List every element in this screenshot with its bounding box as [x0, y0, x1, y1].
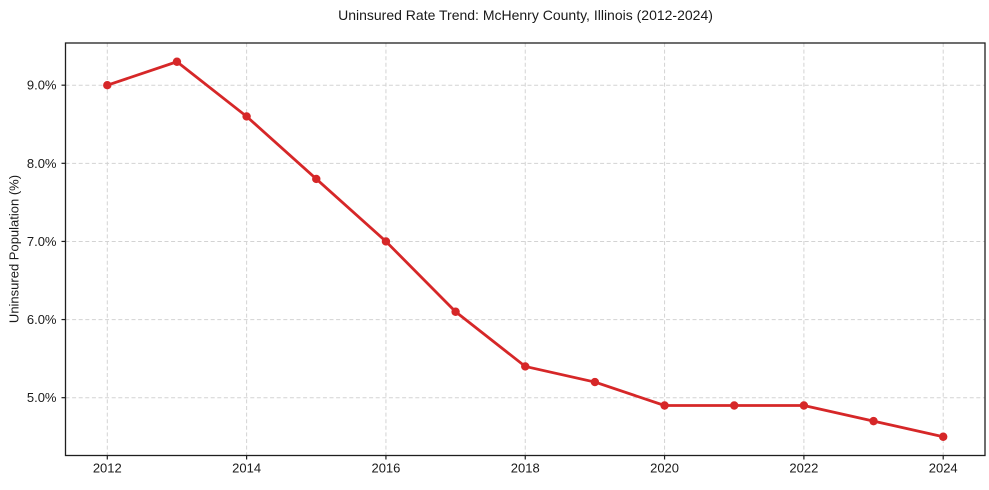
data-point [312, 174, 321, 184]
x-tick-label: 2018 [511, 461, 540, 476]
y-tick-label: 7.0% [27, 234, 57, 249]
data-point [660, 401, 669, 410]
data-point [451, 307, 460, 316]
data-point [730, 401, 739, 410]
data-point [381, 237, 391, 246]
x-tick-label: 2022 [789, 461, 818, 476]
y-tick-label: 8.0% [27, 156, 57, 171]
x-tick-label: 2020 [650, 461, 679, 476]
chart-title: Uninsured Rate Trend: McHenry County, Il… [338, 7, 713, 23]
y-tick-label: 9.0% [27, 78, 57, 93]
data-point [590, 377, 600, 387]
data-point [939, 432, 948, 441]
data-point [172, 57, 182, 66]
data-point [521, 362, 530, 371]
x-tick-label: 2024 [929, 461, 958, 476]
x-tick-label: 2014 [232, 461, 261, 476]
y-tick-label: 5.0% [27, 390, 57, 405]
x-tick-label: 2012 [93, 461, 122, 476]
y-tick-label: 6.0% [27, 312, 57, 327]
x-tick-label: 2016 [371, 461, 400, 476]
data-point [242, 112, 251, 121]
data-point [103, 80, 112, 90]
data-point [799, 401, 809, 410]
data-point [869, 416, 878, 426]
